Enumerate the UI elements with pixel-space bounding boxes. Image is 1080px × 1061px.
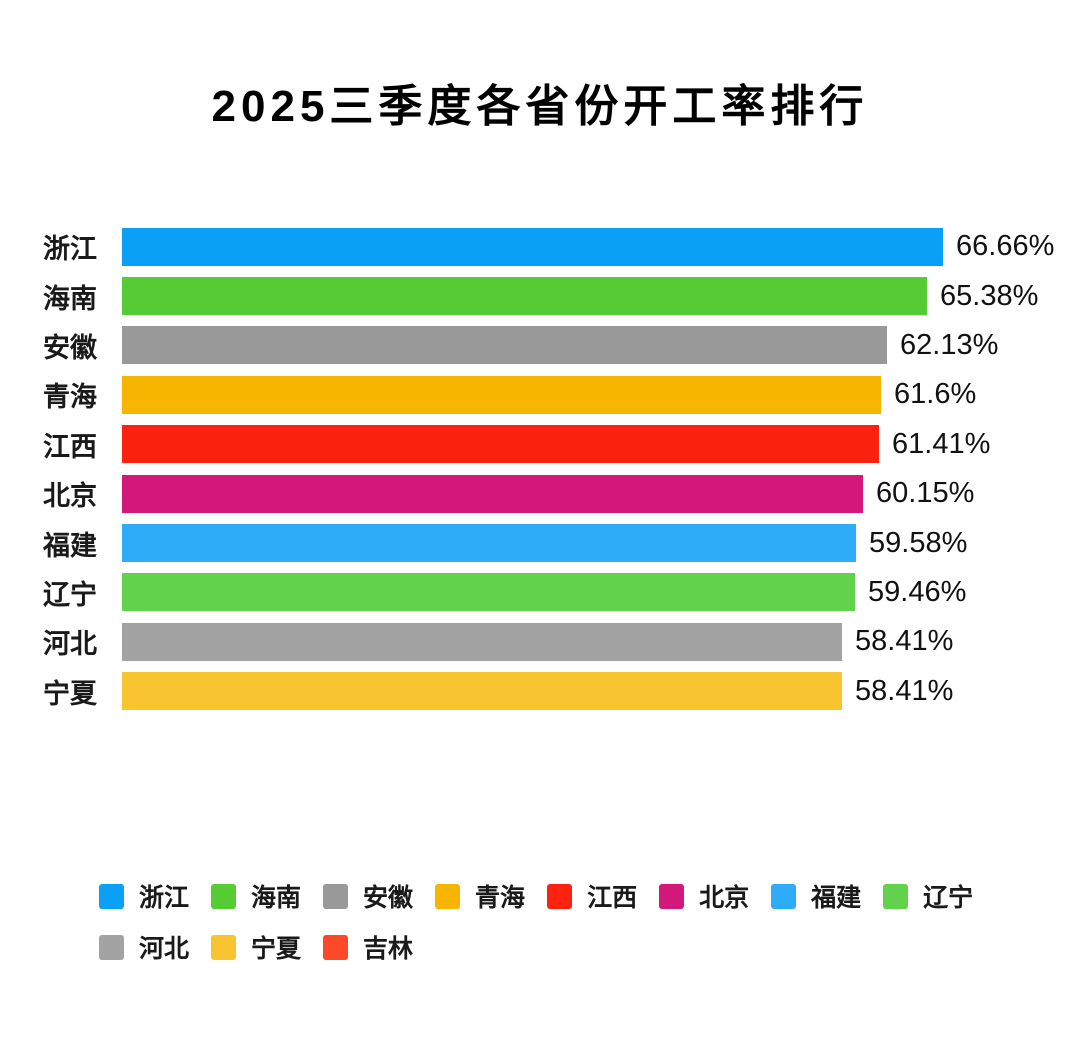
bar [122,326,887,365]
legend-label: 海南 [251,884,302,912]
category-label: 福建 [43,530,97,561]
value-label: 58.41% [855,674,954,707]
bar-row: 海南 65.38% [0,271,1080,320]
bar [122,474,863,513]
legend-swatch-icon [211,934,237,960]
value-label: 58.41% [855,625,954,658]
legend-item[interactable]: 福建 [771,878,861,914]
category-label: 浙江 [43,234,97,265]
legend-swatch-icon [771,883,797,909]
bar-row: 辽宁 59.46% [0,568,1080,617]
category-label: 安徽 [43,332,97,363]
value-label: 59.58% [869,526,968,559]
value-label: 59.46% [868,575,967,608]
bar-row: 青海 61.6% [0,370,1080,419]
legend-item[interactable]: 河北 [99,929,189,965]
bar [122,524,856,563]
legend-label: 宁夏 [251,935,302,963]
category-label: 河北 [43,629,97,660]
chart-title: 2025三季度各省份开工率排行 [211,82,869,131]
legend-label: 辽宁 [923,884,974,912]
category-label: 江西 [43,431,97,462]
legend-item[interactable]: 青海 [435,878,525,914]
value-label: 61.41% [892,427,991,460]
bar [122,672,842,711]
bar-row: 江西 61.41% [0,420,1080,469]
bar [122,425,879,464]
category-label: 海南 [43,283,97,314]
legend-swatch-icon [883,883,909,909]
value-label: 60.15% [876,477,975,510]
legend-swatch-icon [99,934,124,960]
category-label: 辽宁 [43,579,97,610]
legend-label: 江西 [587,884,638,912]
legend-label: 河北 [139,935,190,963]
bar-row: 宁夏 58.41% [0,667,1080,716]
bar-row: 河北 58.41% [0,617,1080,666]
legend-swatch-icon [99,883,124,909]
category-label: 北京 [43,481,97,512]
legend-label: 安徽 [363,884,414,912]
chart-legend: 浙江 海南 安徽 青海 江西 北京 福建 辽宁 河北 宁夏 吉林 [99,878,1019,965]
legend-item[interactable]: 辽宁 [883,878,973,914]
value-label: 61.6% [894,378,977,411]
legend-swatch-icon [323,934,349,960]
legend-item[interactable]: 海南 [211,878,301,914]
bar [122,375,881,414]
legend-swatch-icon [211,883,237,909]
category-label: 宁夏 [43,678,97,709]
legend-label: 北京 [699,884,750,912]
legend-swatch-icon [659,883,685,909]
bar-row: 福建 59.58% [0,518,1080,567]
legend-item[interactable]: 安徽 [323,878,413,914]
value-label: 62.13% [900,328,999,361]
legend-item[interactable]: 北京 [659,878,749,914]
value-label: 66.66% [956,230,1055,263]
bar [122,573,855,612]
legend-item[interactable]: 浙江 [99,878,189,914]
legend-label: 浙江 [139,884,190,912]
bar [122,227,943,266]
legend-swatch-icon [547,883,573,909]
legend-label: 青海 [475,884,526,912]
legend-item[interactable]: 宁夏 [211,929,301,965]
bar-chart-plot-area: 浙江 66.66% 海南 65.38% 安徽 62.13% 青海 61.6% 江… [0,222,1080,716]
bar [122,622,842,661]
category-label: 青海 [43,382,97,413]
bar [122,277,927,316]
legend-label: 吉林 [363,935,414,963]
legend-swatch-icon [323,883,349,909]
legend-label: 福建 [811,884,862,912]
bar-row: 安徽 62.13% [0,321,1080,370]
bar-row: 北京 60.15% [0,469,1080,518]
value-label: 65.38% [940,279,1039,312]
legend-item[interactable]: 吉林 [323,929,413,965]
legend-swatch-icon [435,883,461,909]
bar-row: 浙江 66.66% [0,222,1080,271]
legend-item[interactable]: 江西 [547,878,637,914]
